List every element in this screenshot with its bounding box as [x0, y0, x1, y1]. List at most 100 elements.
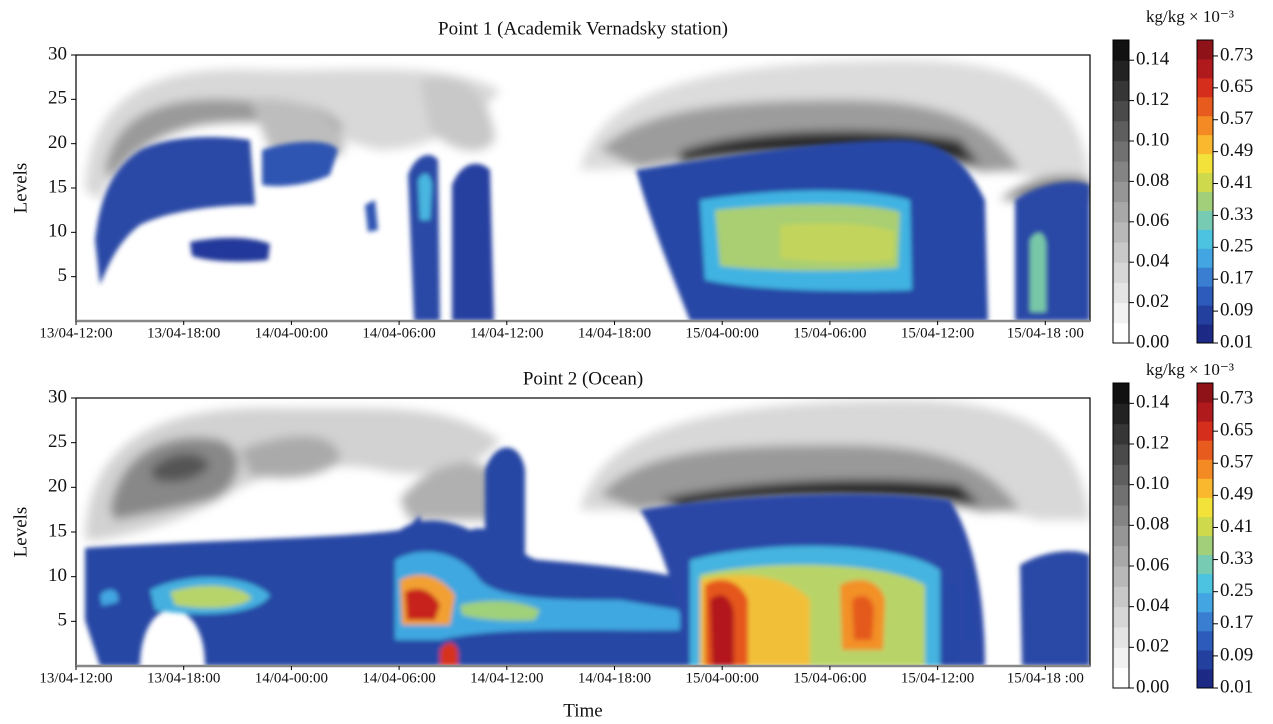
colorbar-segment	[1197, 191, 1213, 211]
colorbar-segment	[1113, 282, 1129, 304]
colorbar-segment	[1197, 229, 1213, 249]
colorbar-tick-label: 0.01	[1220, 676, 1253, 697]
y-axis-label: Levels	[10, 163, 31, 214]
colorbar-tick-label: 0.41	[1220, 172, 1253, 193]
x-tick-label: 14/04-06:00	[362, 670, 435, 686]
colorbar-segment	[1197, 592, 1213, 613]
colorbar-segment	[1197, 172, 1213, 192]
colorbar-segment	[1197, 115, 1213, 136]
x-axis-label: Time	[563, 700, 602, 721]
chart-title: Point 1 (Academik Vernadsky station)	[438, 18, 728, 39]
colorbar-segment	[1197, 421, 1213, 441]
x-tick-label: 15/04-00:00	[686, 670, 759, 686]
colorbar-segment	[1113, 566, 1129, 587]
colorbar-tick-label: 0.06	[1136, 554, 1169, 575]
colorbar-segment	[1197, 210, 1213, 230]
x-tick-label: 14/04-00:00	[255, 325, 328, 341]
colorbar-frame	[1112, 382, 1130, 689]
x-tick-label: 14/04-12:00	[470, 325, 543, 341]
colorbar-segment	[1113, 627, 1129, 648]
colorbar-tick-label: 0.14	[1136, 49, 1170, 70]
colorbar-label: kg/kg × 10⁻³	[1146, 360, 1234, 379]
colorbar-tick-label: 0.12	[1136, 89, 1169, 110]
colorbar-segment	[1113, 100, 1129, 122]
y-tick-label: 15	[48, 176, 67, 197]
colorbar-segment	[1113, 161, 1129, 182]
colorbar-segment	[1197, 459, 1213, 479]
colorbar-segment	[1113, 525, 1129, 547]
chart-title: Point 2 (Ocean)	[523, 368, 643, 389]
y-tick-label: 15	[48, 520, 67, 541]
colorbar-segment	[1113, 464, 1129, 486]
colorbar-tick-label: 0.73	[1220, 44, 1253, 65]
colorbar-tick-label: 0.25	[1220, 580, 1253, 601]
colorbar-frame	[1112, 39, 1130, 344]
colorbar-tick-label: 0.25	[1220, 236, 1253, 257]
y-axis-label: Levels	[10, 507, 31, 558]
colorbar-segment	[1113, 383, 1129, 404]
colorbar-tick-label: 0.17	[1220, 268, 1253, 289]
contour-field	[85, 400, 1090, 666]
colorbar-segment	[1197, 649, 1213, 670]
colorbar-tick-label: 0.09	[1220, 299, 1253, 320]
colorbar-tick-label: 0.65	[1220, 420, 1253, 441]
colorbar-tick-label: 0.65	[1220, 76, 1253, 97]
colorbar-segment	[1113, 120, 1129, 142]
colorbar-segment	[1197, 535, 1213, 556]
colorbar-tick-label: 0.08	[1136, 170, 1169, 191]
colorbar-segment	[1197, 153, 1213, 174]
colorbar-tick-label: 0.14	[1136, 392, 1170, 413]
colorbar-segment	[1197, 478, 1213, 498]
colorbar-segment	[1113, 201, 1129, 223]
x-tick-label: 15/04-06:00	[793, 670, 866, 686]
colorbar-segment	[1113, 403, 1129, 425]
x-tick-label: 15/04-06:00	[793, 325, 866, 341]
colorbar-segment	[1113, 60, 1129, 81]
x-tick-label: 13/04-18:00	[147, 325, 220, 341]
colorbar-tick-label: 0.00	[1136, 676, 1169, 697]
y-tick-label: 10	[48, 221, 67, 242]
colorbar-tick-label: 0.10	[1136, 473, 1169, 494]
colorbar-segment	[1197, 630, 1213, 651]
x-tick-label: 14/04-18:00	[578, 670, 651, 686]
y-tick-label: 30	[48, 43, 67, 64]
colorbar-segment	[1197, 77, 1213, 98]
colorbar-tick-label: 0.33	[1220, 548, 1253, 569]
colorbar-segment	[1197, 554, 1213, 575]
colorbar-tick-label: 0.02	[1136, 636, 1169, 657]
colorbar-tick-label: 0.33	[1220, 204, 1253, 225]
colorbar-segment	[1197, 286, 1213, 306]
colorbar-tick-label: 0.57	[1220, 452, 1253, 473]
colorbar-segment	[1197, 516, 1213, 536]
colorbar-tick-label: 0.04	[1136, 595, 1170, 616]
colorbar-tick-label: 0.57	[1220, 108, 1253, 129]
colorbar-segment	[1113, 302, 1129, 324]
colorbar-tick-label: 0.06	[1136, 210, 1169, 231]
colorbar-segment	[1197, 305, 1213, 325]
x-tick-label: 13/04-12:00	[39, 670, 112, 686]
colorbar-segment	[1113, 505, 1129, 526]
colorbar-segment	[1113, 40, 1129, 61]
colorbar-tick-label: 0.01	[1220, 331, 1253, 352]
x-tick-label: 15/04-12:00	[901, 670, 974, 686]
x-tick-label: 15/04-18 :00	[1007, 325, 1084, 341]
colorbar-tick-label: 0.04	[1136, 251, 1170, 272]
colorbar-segment	[1113, 423, 1129, 445]
colorbar-segment	[1197, 248, 1213, 268]
x-tick-label: 15/04-18 :00	[1007, 670, 1084, 686]
x-tick-label: 15/04-12:00	[901, 325, 974, 341]
colorbar-segment	[1197, 383, 1213, 403]
x-tick-label: 14/04-06:00	[362, 325, 435, 341]
colorbar-tick-label: 0.10	[1136, 129, 1169, 150]
colorbar-segment	[1113, 322, 1129, 344]
y-tick-label: 20	[48, 132, 67, 153]
x-tick-label: 13/04-12:00	[39, 325, 112, 341]
colorbar-segment	[1113, 545, 1129, 567]
colorbar-segment	[1197, 573, 1213, 594]
colorbar-tick-label: 0.17	[1220, 612, 1253, 633]
colorbar-tick-label: 0.49	[1220, 484, 1253, 505]
colorbar-segment	[1113, 606, 1129, 628]
colorbar-segment	[1197, 440, 1213, 460]
colorbar-tick-label: 0.73	[1220, 387, 1253, 408]
colorbar-segment	[1113, 141, 1129, 162]
